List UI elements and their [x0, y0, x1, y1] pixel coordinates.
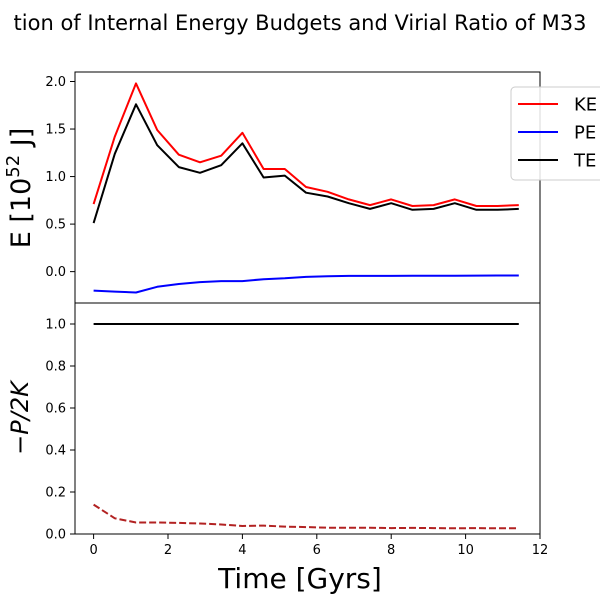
energy-y-tick-label: 0.0	[45, 265, 66, 280]
x-tick-label: 10	[457, 543, 474, 558]
legend-label-ke: KE	[574, 95, 597, 116]
virial-axes-frame	[74, 302, 541, 535]
energy-y-axis-label: E [1052 J]	[3, 128, 37, 249]
virial-y-axis-label: −P/2K	[6, 379, 34, 455]
energy-y-tick-label: 1.0	[45, 170, 66, 185]
virial-panel: 0.0 0.2 0.4 0.6 0.8 1.0 0 2 4 6 8 10 12 −P/2K Time …	[6, 302, 548, 595]
x-ticks: 0 2 4 6 8 10 12	[89, 534, 548, 558]
virial-y-tick-label: 1.0	[45, 318, 66, 333]
virial-y-tick-label: 0.8	[45, 360, 66, 375]
figure-title: tion of Internal Energy Budgets and Viri…	[14, 11, 587, 35]
virial-series-lines	[93, 323, 519, 530]
legend-box	[510, 86, 600, 181]
x-axis-label: Time [Gyrs]	[217, 562, 382, 595]
virial-y-tick-label: 0.2	[45, 486, 66, 501]
energy-series-line-ke	[92, 82, 519, 207]
virial-series-line-1	[93, 503, 519, 530]
energy-series-line-pe	[93, 274, 519, 294]
energy-y-tick-label: 0.5	[45, 218, 66, 233]
x-tick-label: 12	[532, 543, 549, 558]
energy-panel: 0.0 0.5 1.0 1.5 2.0 E [1052 J] KE PE TE	[3, 71, 600, 304]
virial-y-axis-label-text: −P/2K	[6, 379, 34, 455]
energy-series-lines	[92, 82, 519, 294]
x-tick-label: 0	[89, 543, 97, 558]
energy-y-ticks: 0.0 0.5 1.0 1.5 2.0	[45, 75, 75, 280]
virial-y-tick-label: 0.6	[45, 402, 66, 417]
legend-label-pe: PE	[574, 123, 596, 144]
energy-series-line-te	[92, 103, 519, 224]
legend: KE PE TE	[510, 86, 600, 181]
virial-y-tick-label: 0.0	[45, 528, 66, 543]
energy-y-tick-label: 1.5	[45, 123, 66, 138]
x-tick-label: 6	[313, 543, 321, 558]
energy-y-tick-label: 2.0	[45, 75, 66, 90]
virial-y-ticks: 0.0 0.2 0.4 0.6 0.8 1.0	[45, 318, 75, 543]
x-tick-label: 4	[238, 543, 246, 558]
virial-y-tick-label: 0.4	[45, 444, 66, 459]
legend-label-te: TE	[573, 151, 596, 172]
x-tick-label: 2	[164, 543, 172, 558]
x-tick-label: 8	[387, 543, 395, 558]
